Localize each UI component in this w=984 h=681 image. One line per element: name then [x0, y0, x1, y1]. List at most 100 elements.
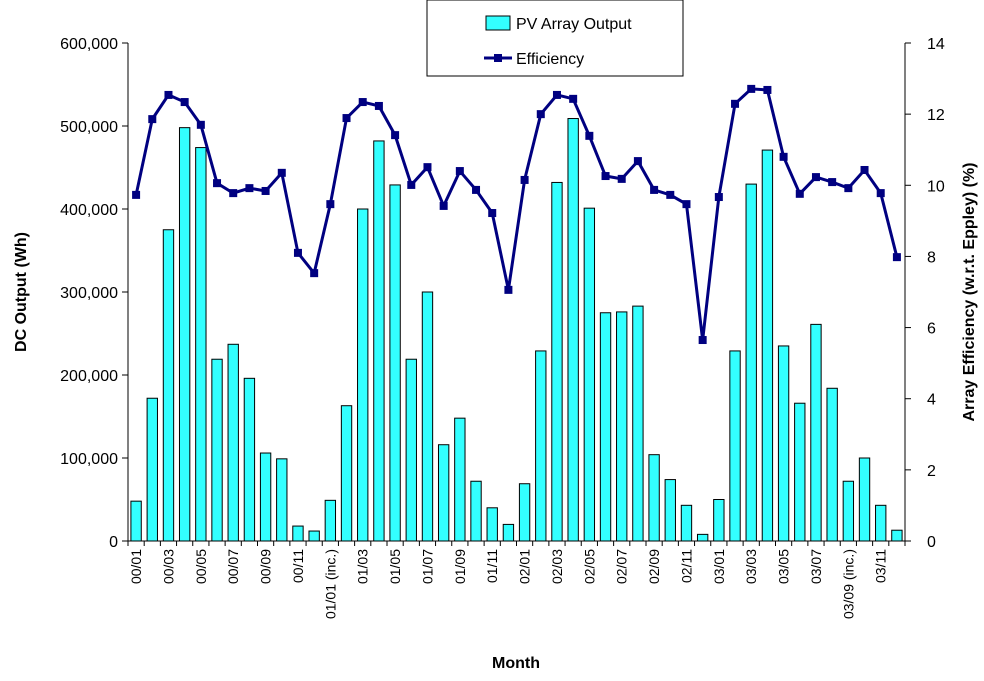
- x-tick-label: 02/09: [646, 549, 662, 584]
- bar: [535, 350, 547, 542]
- bar: [696, 533, 709, 542]
- x-tick-label: 03/07: [808, 549, 824, 584]
- bar: [664, 479, 676, 542]
- bar: [421, 291, 434, 542]
- marker: [277, 168, 286, 177]
- marker: [488, 209, 497, 218]
- bar: [713, 499, 725, 542]
- marker: [876, 189, 885, 198]
- bar: [567, 118, 579, 542]
- marker: [439, 201, 448, 210]
- marker: [196, 120, 205, 129]
- marker: [326, 200, 335, 209]
- bar: [518, 483, 531, 542]
- marker: [860, 165, 869, 174]
- y2-tick-label: 10: [927, 178, 945, 195]
- bar: [632, 305, 644, 542]
- marker: [795, 189, 804, 198]
- bar: [858, 457, 871, 542]
- x-tick-label: 01/11: [484, 549, 500, 583]
- x-tick-label: 00/01: [128, 549, 144, 584]
- x-tick-label: 02/03: [549, 549, 565, 584]
- bar: [405, 358, 417, 542]
- marker: [472, 185, 481, 194]
- bar: [794, 402, 806, 542]
- marker: [714, 193, 723, 202]
- marker: [213, 179, 222, 188]
- x-tick-label: 01/01 (inc.): [322, 549, 338, 619]
- marker: [148, 115, 157, 124]
- marker: [569, 94, 578, 103]
- line: [134, 87, 899, 341]
- marker: [650, 185, 659, 194]
- marker: [536, 110, 545, 119]
- bar: [211, 358, 223, 542]
- y-tick-label: 0: [109, 534, 118, 551]
- x-tick-label: 03/11: [873, 549, 889, 583]
- bar: [875, 504, 887, 542]
- marker: [892, 253, 901, 262]
- x-tick-label: 00/11: [290, 549, 306, 583]
- x-tick-label: 03/01: [711, 549, 727, 584]
- marker: [552, 90, 561, 99]
- marker: [164, 90, 173, 99]
- legend-swatch: [485, 15, 511, 31]
- marker: [763, 85, 772, 94]
- bar: [599, 312, 612, 542]
- y-tick-label: 100,000: [60, 451, 118, 468]
- bar: [486, 507, 498, 542]
- y2-tick-label: 0: [927, 534, 936, 551]
- bar: [373, 140, 385, 542]
- marker: [633, 157, 642, 166]
- marker: [779, 152, 788, 161]
- marker: [293, 248, 302, 257]
- x-tick-label: 02/07: [614, 549, 630, 584]
- bar: [761, 149, 774, 542]
- marker: [229, 189, 238, 198]
- bar: [583, 207, 596, 542]
- y2-tick-label: 12: [927, 107, 945, 124]
- x-axis-label: Month: [492, 655, 540, 672]
- marker: [132, 190, 141, 199]
- y2-tick-label: 14: [927, 36, 945, 53]
- bar: [680, 504, 693, 542]
- bar: [130, 500, 142, 542]
- bar: [502, 523, 515, 542]
- bar: [178, 127, 191, 542]
- bar: [162, 229, 175, 542]
- marker: [358, 98, 367, 107]
- marker: [180, 98, 189, 107]
- marker: [731, 99, 740, 108]
- y2-tick-label: 6: [927, 321, 936, 338]
- bar: [340, 405, 353, 542]
- marker: [407, 180, 416, 189]
- y-tick-label: 500,000: [60, 119, 118, 136]
- x-tick-label: 03/05: [776, 549, 792, 584]
- marker: [828, 178, 837, 187]
- x-tick-label: 02/01: [517, 549, 533, 584]
- y-tick-label: 300,000: [60, 285, 118, 302]
- x-tick-label: 02/11: [678, 549, 694, 583]
- marker: [682, 200, 691, 209]
- x-tick-label: 00/07: [225, 549, 241, 584]
- bar: [292, 525, 304, 542]
- x-tick-label: 03/03: [743, 549, 759, 584]
- bar: [437, 444, 450, 542]
- bar: [842, 480, 855, 542]
- y2-axis-label: Array Efficiency (w.r.t. Eppley) (%): [961, 162, 978, 421]
- marker: [245, 184, 254, 193]
- bar: [454, 417, 466, 542]
- y2-tick-label: 2: [927, 463, 936, 480]
- y-tick-label: 400,000: [60, 202, 118, 219]
- bar: [648, 454, 660, 542]
- bar: [146, 397, 158, 542]
- legend-label: PV Array Output: [516, 16, 632, 33]
- bar: [276, 458, 288, 542]
- bar: [777, 345, 790, 542]
- x-tick-label: 02/05: [581, 549, 597, 584]
- legend-swatch: [494, 54, 502, 62]
- marker: [747, 84, 756, 93]
- x-tick-label: 01/09: [452, 549, 468, 584]
- y-tick-label: 200,000: [60, 368, 118, 385]
